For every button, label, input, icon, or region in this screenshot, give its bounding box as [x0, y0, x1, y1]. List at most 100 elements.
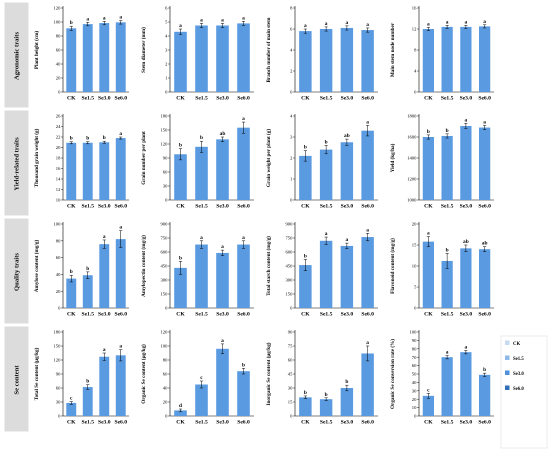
x-category-label: CK: [301, 204, 310, 210]
bar: [340, 27, 354, 93]
y-axis-label: Grain number per plant: [141, 131, 147, 185]
significance-letter: a: [346, 237, 349, 243]
bar: [299, 155, 312, 200]
x-category-label: CK: [176, 96, 185, 102]
x-category-label: CK: [424, 96, 433, 102]
y-tick-label: 20: [412, 222, 417, 227]
bar: [99, 23, 110, 92]
y-tick-label: 0: [414, 90, 417, 95]
bar: [479, 249, 491, 308]
chart-panel: Thousand grain weight (g) 10 12 14 16 18 20 22 2…: [33, 114, 129, 210]
significance-letter: a: [103, 15, 106, 21]
significance-letter: a: [86, 16, 89, 22]
x-category-label: CK: [176, 204, 185, 210]
legend-swatch: [505, 355, 510, 360]
x-category-label: Se6.0: [478, 312, 491, 318]
y-tick-label: 2: [290, 156, 293, 161]
bar: [319, 399, 333, 416]
significance-letter: a: [427, 21, 430, 27]
y-tick-label: 12: [56, 187, 61, 192]
x-category-label: Se1.5: [320, 96, 333, 102]
y-tick-label: 15: [288, 400, 293, 405]
x-category-label: Se3.0: [341, 420, 354, 426]
bar: [66, 28, 77, 92]
y-tick-label: 22: [56, 135, 61, 140]
significance-letter: b: [304, 145, 307, 151]
row-labels: Agronomic traits Yield-related traits Qual…: [3, 1, 30, 433]
legend-label: Se1.5: [513, 357, 524, 362]
significance-letter: a: [427, 231, 430, 237]
x-category-label: Se3.0: [460, 312, 473, 318]
y-tick-label: 600: [161, 250, 169, 255]
bar: [216, 348, 229, 416]
y-tick-label: 6: [165, 6, 168, 11]
x-category-label: Se6.0: [237, 420, 250, 426]
bar: [174, 154, 187, 200]
x-category-label: Se1.5: [81, 96, 94, 102]
significance-letter: ab: [463, 239, 469, 245]
significance-letter: a: [483, 119, 486, 125]
x-category-label: CK: [424, 312, 433, 318]
bar: [299, 265, 312, 308]
y-tick-label: 20: [56, 289, 61, 294]
x-category-label: Se3.0: [460, 420, 473, 426]
y-tick-label: 750: [161, 236, 169, 241]
y-tick-label: 20: [163, 400, 168, 405]
x-category-label: Se3.0: [341, 312, 354, 318]
x-category-label: CK: [67, 96, 76, 102]
x-category-label: Se3.0: [98, 204, 111, 210]
y-tick-label: 1: [165, 76, 168, 81]
chart-panel: Total starch content (mg/g) 0 150 300 450 600…: [265, 222, 378, 318]
y-tick-label: 16: [412, 6, 417, 11]
bar: [340, 245, 354, 308]
x-category-label: Se1.5: [195, 204, 208, 210]
significance-letter: ab: [482, 241, 488, 247]
bar: [237, 371, 250, 416]
y-tick-label: 1800: [407, 114, 417, 119]
x-category-label: Se1.5: [320, 204, 333, 210]
y-tick-label: 16: [56, 166, 61, 171]
significance-letter: b: [70, 20, 73, 26]
y-tick-label: 70: [412, 355, 417, 360]
chart-panel: Grain weight per plant (g) 0 1 2 3 4 b CK b Se1.5…: [265, 114, 378, 210]
y-tick-label: 1: [290, 177, 293, 182]
y-tick-label: 1600: [407, 135, 417, 140]
y-axis-label: Inorganic Se content (μg/kg): [265, 342, 272, 405]
x-category-label: Se3.0: [98, 420, 111, 426]
x-category-label: Se6.0: [114, 312, 127, 318]
x-category-label: CK: [176, 420, 185, 426]
legend: CK Se1.5 Se3.0 Se6.0: [500, 335, 548, 449]
bar: [441, 260, 453, 308]
bar: [361, 30, 374, 92]
bar: [441, 26, 453, 92]
significance-letter: a: [221, 244, 224, 250]
legend-label: Se3.0: [513, 372, 524, 377]
chart-panel: Branch number of main stem 0 2 4 6 8 a CK a Se1.5…: [266, 6, 378, 102]
x-category-label: Se1.5: [195, 420, 208, 426]
significance-letter: b: [325, 139, 328, 145]
significance-letter: a: [221, 338, 224, 344]
legend-swatch: [505, 370, 510, 375]
y-tick-label: 14: [56, 177, 61, 182]
bar: [216, 25, 229, 92]
bar: [361, 353, 374, 416]
bar: [82, 275, 93, 308]
y-tick-label: 4: [290, 114, 293, 119]
x-category-label: Se1.5: [441, 420, 454, 426]
bar: [82, 387, 93, 416]
y-tick-label: 0: [165, 306, 168, 311]
y-tick-label: 90: [412, 338, 417, 343]
y-tick-label: 20: [56, 145, 61, 150]
y-tick-label: 0: [290, 414, 293, 419]
x-category-label: Se1.5: [81, 312, 94, 318]
significance-letter: a: [446, 19, 449, 25]
significance-letter: a: [325, 21, 328, 27]
chart-panel: Organic Se content (μg/kg) 0 20 40 60 80 100 12…: [140, 330, 254, 426]
bar: [237, 23, 250, 92]
y-tick-label: 26: [56, 114, 61, 119]
y-tick-label: 750: [286, 236, 294, 241]
y-tick-label: 80: [163, 358, 168, 363]
y-tick-label: 0: [290, 306, 293, 311]
y-tick-label: 1000: [407, 198, 417, 203]
bar: [479, 374, 491, 416]
